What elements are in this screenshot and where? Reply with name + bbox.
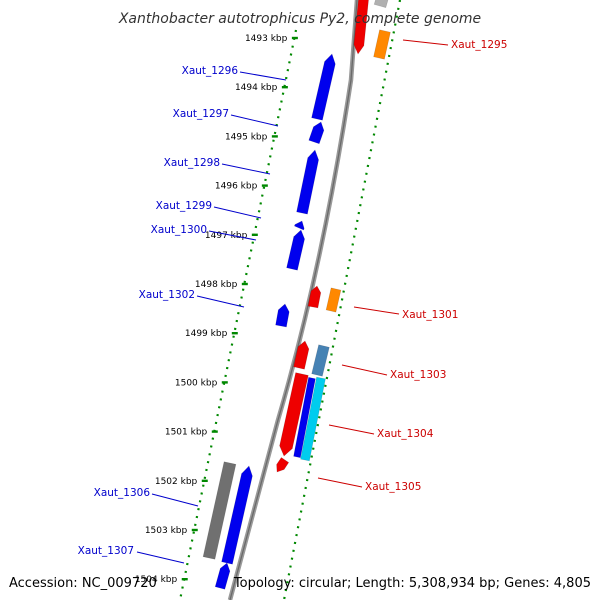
gene-label-leader	[317, 477, 363, 488]
gene-label-xaut-1297[interactable]: Xaut_1297	[173, 108, 229, 120]
gene-feature-steel-1303[interactable]	[311, 344, 330, 377]
gene-label-leader	[136, 551, 185, 564]
gene-label-xaut-1303[interactable]: Xaut_1303	[390, 369, 446, 381]
tick-layer: 1493 kbp 1494 kbp 1495 kbp 1496 kbp 1497 kbp…	[135, 34, 298, 585]
tick-label: 1495 kbp	[225, 132, 268, 142]
gene-label-xaut-1296[interactable]: Xaut_1296	[182, 65, 239, 77]
gene-feature-xaut-1296[interactable]	[311, 53, 336, 121]
right-lane-guide	[282, 0, 402, 600]
gene-label-xaut-1295[interactable]: Xaut_1295	[451, 39, 507, 51]
tick-label: 1497 kbp	[205, 231, 248, 241]
gene-feature-orange[interactable]	[373, 29, 391, 60]
gene-label-leader	[341, 364, 388, 376]
gene-label-leader	[196, 295, 245, 308]
feature-layer	[202, 0, 391, 590]
left-lane-guide	[178, 29, 298, 600]
gene-feature-xaut-1298[interactable]	[296, 149, 319, 215]
gene-label-xaut-1305[interactable]: Xaut_1305	[365, 481, 421, 493]
tick-label: 1502 kbp	[155, 477, 198, 487]
gene-feature-xaut-1301[interactable]	[307, 285, 322, 309]
gene-label-leader	[151, 493, 199, 507]
gene-feature-cyan-1304[interactable]	[300, 376, 326, 462]
gene-label-xaut-1307[interactable]: Xaut_1307	[78, 545, 134, 557]
gene-label-leader	[221, 163, 271, 175]
gene-feature-xaut-1302[interactable]	[275, 303, 290, 328]
gene-feature-xaut-1303[interactable]	[293, 340, 310, 370]
map-title: Xanthobacter autotrophicus Py2, complete…	[118, 11, 481, 27]
tick-label: 1494 kbp	[235, 83, 278, 93]
gene-label-xaut-1300[interactable]: Xaut_1300	[151, 224, 207, 236]
gene-feature-xaut-1305[interactable]	[276, 457, 290, 473]
tick-label: 1496 kbp	[215, 182, 258, 192]
tick-label: 1501 kbp	[165, 428, 208, 438]
gene-label-xaut-1298[interactable]: Xaut_1298	[164, 157, 220, 169]
gene-feature-xaut-1299[interactable]	[294, 220, 305, 231]
gene-label-leader	[208, 230, 257, 241]
gene-feature-xaut-1297[interactable]	[308, 121, 325, 145]
genome-backbone-core	[229, 0, 358, 600]
gene-label-xaut-1301[interactable]: Xaut_1301	[402, 309, 458, 321]
gene-label-leader	[213, 206, 262, 219]
gene-label-leader	[353, 306, 400, 315]
gene-feature-xaut-1295[interactable]	[353, 0, 369, 55]
gene-label-leader	[239, 71, 287, 81]
gene-feature-gray[interactable]	[373, 0, 390, 8]
gene-label-xaut-1304[interactable]: Xaut_1304	[377, 428, 434, 440]
gene-label-xaut-1306[interactable]: Xaut_1306	[94, 487, 151, 499]
gene-feature-gray-1306[interactable]	[202, 461, 237, 560]
gene-label-xaut-1302[interactable]: Xaut_1302	[139, 289, 195, 301]
accession-text: Accession: NC_009720	[9, 576, 157, 591]
gene-feature-orange-1301[interactable]	[325, 287, 342, 313]
gene-label-leader	[402, 39, 449, 46]
gene-label-leader	[230, 114, 279, 127]
gene-label-xaut-1299[interactable]: Xaut_1299	[156, 200, 212, 212]
tick-label: 1500 kbp	[175, 378, 218, 388]
gene-label-layer: Xaut_1295 Xaut_1296 Xaut_1297 Xaut_1298 Xaut…	[78, 39, 507, 564]
tick-label: 1498 kbp	[195, 280, 238, 290]
gene-feature-xaut-1300[interactable]	[286, 229, 305, 271]
tick-label: 1503 kbp	[145, 526, 188, 536]
gene-feature-blue-1304[interactable]	[293, 376, 316, 459]
tick-label: 1499 kbp	[185, 329, 228, 339]
gene-label-leader	[328, 424, 375, 435]
tick-label: 1493 kbp	[245, 34, 288, 44]
gene-feature-xaut-1307[interactable]	[214, 562, 231, 590]
genome-summary-text: Topology: circular; Length: 5,308,934 bp…	[233, 576, 591, 591]
gene-feature-xaut-1304[interactable]	[279, 372, 309, 457]
tick-label: 1504 kbp	[135, 575, 178, 585]
